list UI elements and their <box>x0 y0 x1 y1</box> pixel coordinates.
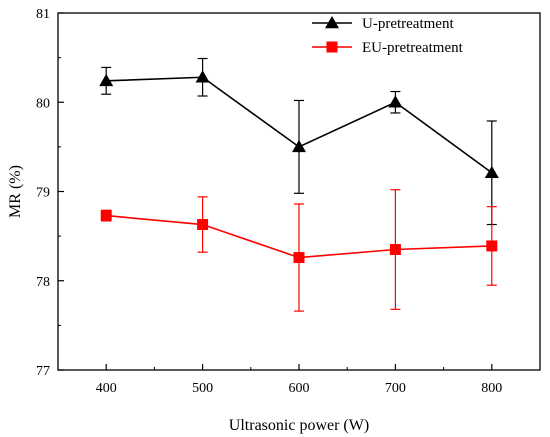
y-tick-label: 81 <box>36 7 50 22</box>
data-point <box>99 73 114 87</box>
axis-ticks: 400 500 600 700 800 77 78 79 80 81 <box>36 7 502 396</box>
x-axis-title: Ultrasonic power (W) <box>229 417 369 434</box>
legend-marker <box>326 41 338 53</box>
data-point <box>197 219 209 231</box>
series-eu-pretreatment <box>100 189 498 312</box>
data-point <box>292 139 306 153</box>
data-point <box>389 244 401 256</box>
legend-label: U-pretreatment <box>362 16 454 32</box>
y-tick-label: 78 <box>36 275 50 290</box>
x-tick-label: 800 <box>481 381 502 396</box>
series-layer <box>99 57 499 312</box>
legend: U-pretreatment EU-pretreatment <box>312 16 464 56</box>
series-u-pretreatment <box>99 57 499 226</box>
y-tick-label: 80 <box>36 96 50 111</box>
legend-marker <box>325 16 339 29</box>
x-tick-label: 600 <box>289 381 310 396</box>
data-point <box>484 165 499 179</box>
data-point <box>388 95 403 108</box>
x-tick-label: 400 <box>96 381 117 396</box>
legend-label: EU-pretreatment <box>362 40 464 56</box>
y-tick-label: 79 <box>36 186 50 201</box>
x-tick-label: 500 <box>192 381 213 396</box>
y-axis-title: MR (%) <box>7 165 24 218</box>
data-point <box>100 210 112 222</box>
y-tick-label: 77 <box>36 364 50 379</box>
x-tick-label: 700 <box>385 381 406 396</box>
data-point <box>293 252 305 264</box>
data-point <box>486 240 498 252</box>
data-point <box>195 70 210 83</box>
